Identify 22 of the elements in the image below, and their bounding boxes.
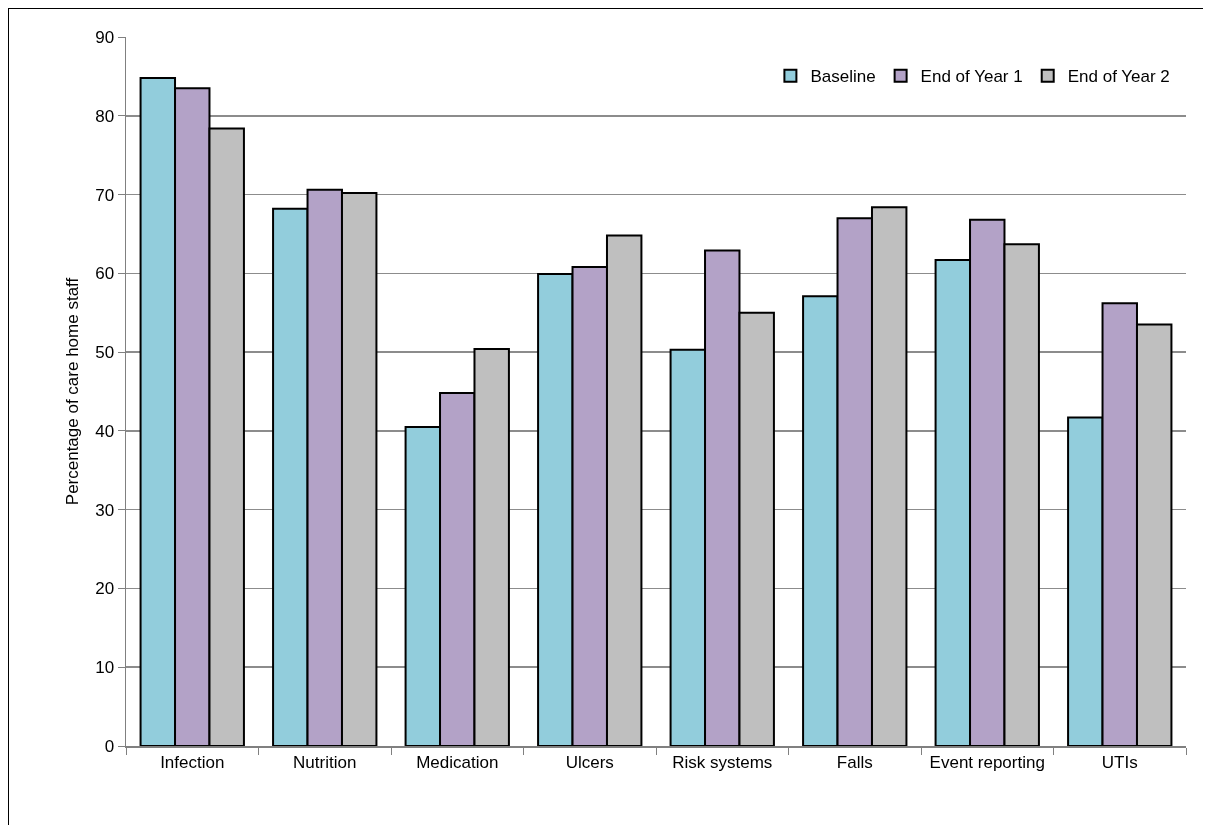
y-tick-label: 80 bbox=[95, 106, 115, 126]
y-tick-label: 90 bbox=[95, 27, 115, 47]
y-tick-label: 20 bbox=[95, 579, 115, 599]
y-tick-label: 50 bbox=[95, 343, 115, 363]
legend-label: End of Year 2 bbox=[1067, 67, 1170, 87]
y-tick-label: 10 bbox=[95, 658, 115, 678]
y-tick-label: 30 bbox=[95, 500, 115, 520]
x-tick-label: UTIs bbox=[1101, 752, 1138, 772]
x-tick-label: Falls bbox=[836, 752, 873, 772]
y-axis-title: Percentage of care home staff bbox=[62, 277, 82, 506]
y-tick-label: 40 bbox=[95, 421, 115, 441]
x-tick-label: Ulcers bbox=[565, 752, 614, 772]
x-tick-label: Infection bbox=[160, 752, 225, 772]
x-tick-label: Risk systems bbox=[672, 752, 773, 772]
y-tick-label: 60 bbox=[95, 264, 115, 284]
x-tick-label: Nutrition bbox=[293, 752, 357, 772]
x-tick-label: Event reporting bbox=[929, 752, 1045, 772]
y-tick-label: 70 bbox=[95, 185, 115, 205]
legend-label: Baseline bbox=[810, 67, 876, 87]
y-tick-label: 0 bbox=[104, 736, 115, 756]
x-tick-label: Medication bbox=[416, 752, 499, 772]
legend-label: End of Year 1 bbox=[920, 67, 1023, 87]
